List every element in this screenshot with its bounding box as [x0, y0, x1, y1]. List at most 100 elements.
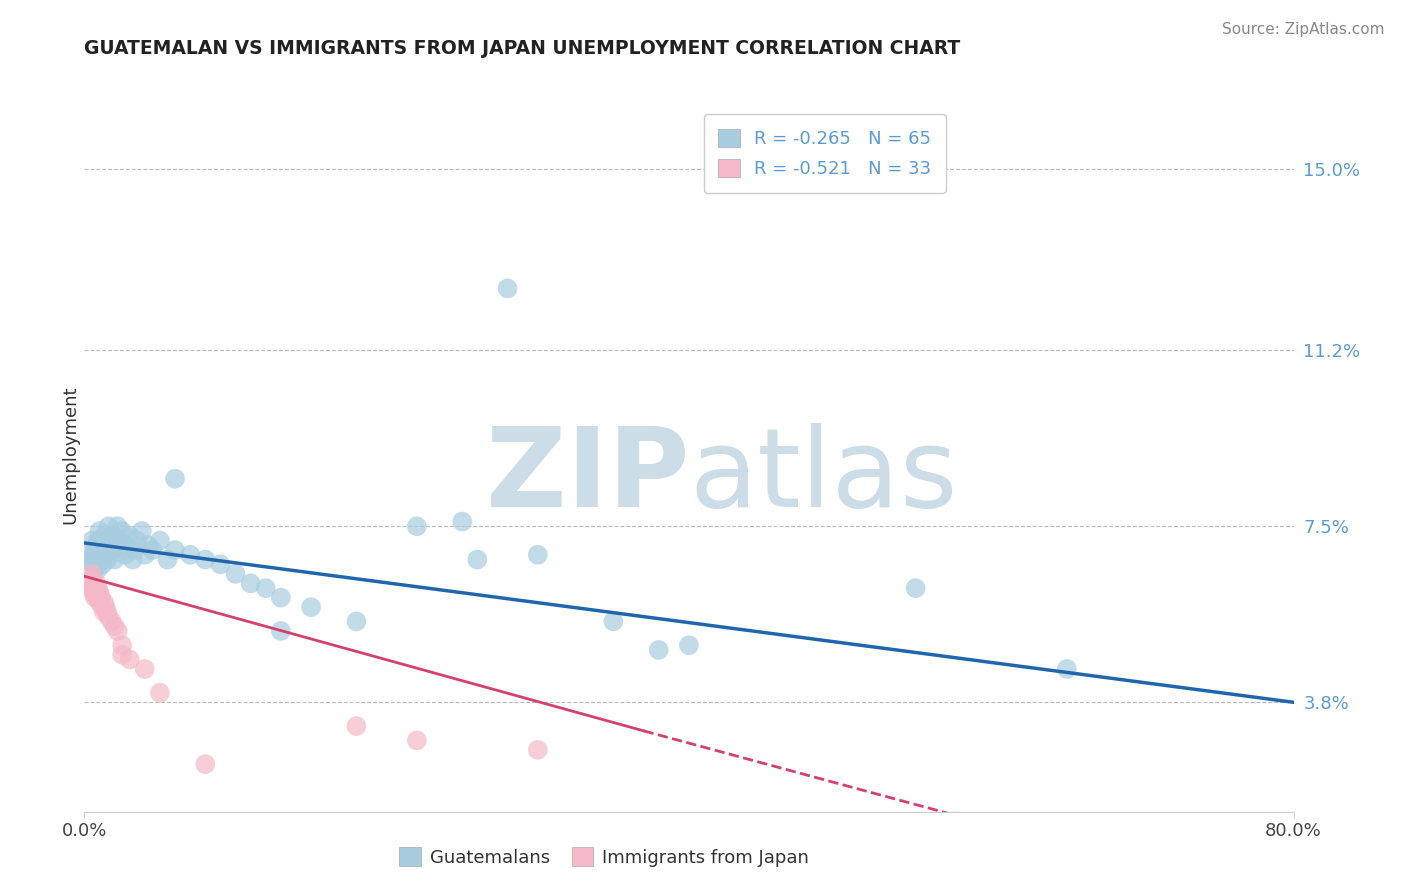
Point	[527, 743, 550, 757]
Point	[84, 552, 107, 566]
Legend: Guatemalans, Immigrants from Japan: Guatemalans, Immigrants from Japan	[392, 840, 817, 874]
Point	[86, 548, 108, 562]
Point	[80, 533, 103, 548]
Text: Source: ZipAtlas.com: Source: ZipAtlas.com	[1222, 22, 1385, 37]
Point	[90, 552, 112, 566]
Point	[527, 548, 550, 562]
Point	[115, 538, 138, 552]
Point	[87, 581, 110, 595]
Point	[346, 615, 368, 629]
Point	[101, 529, 124, 543]
Point	[111, 638, 134, 652]
Point	[406, 519, 429, 533]
Point	[107, 519, 129, 533]
Point	[86, 576, 108, 591]
Point	[194, 552, 217, 566]
Point	[91, 600, 114, 615]
Point	[165, 543, 187, 558]
Text: atlas: atlas	[689, 423, 957, 530]
Point	[156, 552, 179, 566]
Point	[149, 686, 172, 700]
Point	[82, 586, 104, 600]
Point	[97, 548, 120, 562]
Point	[1056, 662, 1078, 676]
Point	[89, 586, 111, 600]
Point	[82, 558, 104, 572]
Point	[406, 733, 429, 747]
Point	[94, 533, 117, 548]
Point	[93, 529, 115, 543]
Point	[254, 581, 277, 595]
Point	[299, 600, 322, 615]
Point	[149, 533, 172, 548]
Point	[122, 543, 145, 558]
Point	[121, 552, 143, 566]
Point	[87, 562, 110, 576]
Point	[346, 719, 368, 733]
Text: GUATEMALAN VS IMMIGRANTS FROM JAPAN UNEMPLOYMENT CORRELATION CHART: GUATEMALAN VS IMMIGRANTS FROM JAPAN UNEM…	[84, 39, 960, 58]
Y-axis label: Unemployment: Unemployment	[62, 385, 80, 524]
Point	[111, 524, 134, 538]
Point	[87, 533, 110, 548]
Point	[118, 652, 141, 666]
Point	[104, 619, 127, 633]
Point	[82, 566, 104, 581]
Point	[100, 615, 122, 629]
Point	[270, 591, 292, 605]
Point	[94, 600, 117, 615]
Point	[98, 538, 121, 552]
Point	[96, 552, 118, 566]
Point	[91, 538, 114, 552]
Point	[131, 524, 153, 538]
Point	[165, 472, 187, 486]
Point	[134, 548, 156, 562]
Point	[104, 552, 127, 566]
Point	[82, 576, 104, 591]
Point	[239, 576, 262, 591]
Point	[93, 605, 115, 619]
Point	[87, 591, 110, 605]
Text: ZIP: ZIP	[485, 423, 689, 530]
Point	[904, 581, 927, 595]
Point	[108, 533, 131, 548]
Point	[91, 558, 114, 572]
Point	[179, 548, 201, 562]
Point	[118, 529, 141, 543]
Point	[90, 591, 112, 605]
Point	[111, 648, 134, 662]
Point	[84, 581, 107, 595]
Point	[97, 519, 120, 533]
Point	[136, 538, 159, 552]
Point	[141, 543, 163, 558]
Point	[194, 757, 217, 772]
Point	[97, 609, 120, 624]
Point	[496, 281, 519, 295]
Point	[89, 595, 111, 609]
Point	[225, 566, 247, 581]
Point	[84, 543, 107, 558]
Point	[678, 638, 700, 652]
Point	[107, 624, 129, 638]
Point	[79, 572, 101, 586]
Point	[89, 524, 111, 538]
Point	[80, 566, 103, 581]
Point	[86, 586, 108, 600]
Point	[96, 605, 118, 619]
Point	[93, 543, 115, 558]
Point	[100, 543, 122, 558]
Point	[209, 558, 232, 572]
Point	[270, 624, 292, 638]
Point	[648, 643, 671, 657]
Point	[79, 548, 101, 562]
Point	[451, 515, 474, 529]
Point	[90, 548, 112, 562]
Point	[77, 576, 100, 591]
Point	[114, 548, 136, 562]
Point	[86, 538, 108, 552]
Point	[602, 615, 624, 629]
Point	[112, 543, 135, 558]
Point	[134, 662, 156, 676]
Point	[89, 543, 111, 558]
Point	[467, 552, 489, 566]
Point	[77, 552, 100, 566]
